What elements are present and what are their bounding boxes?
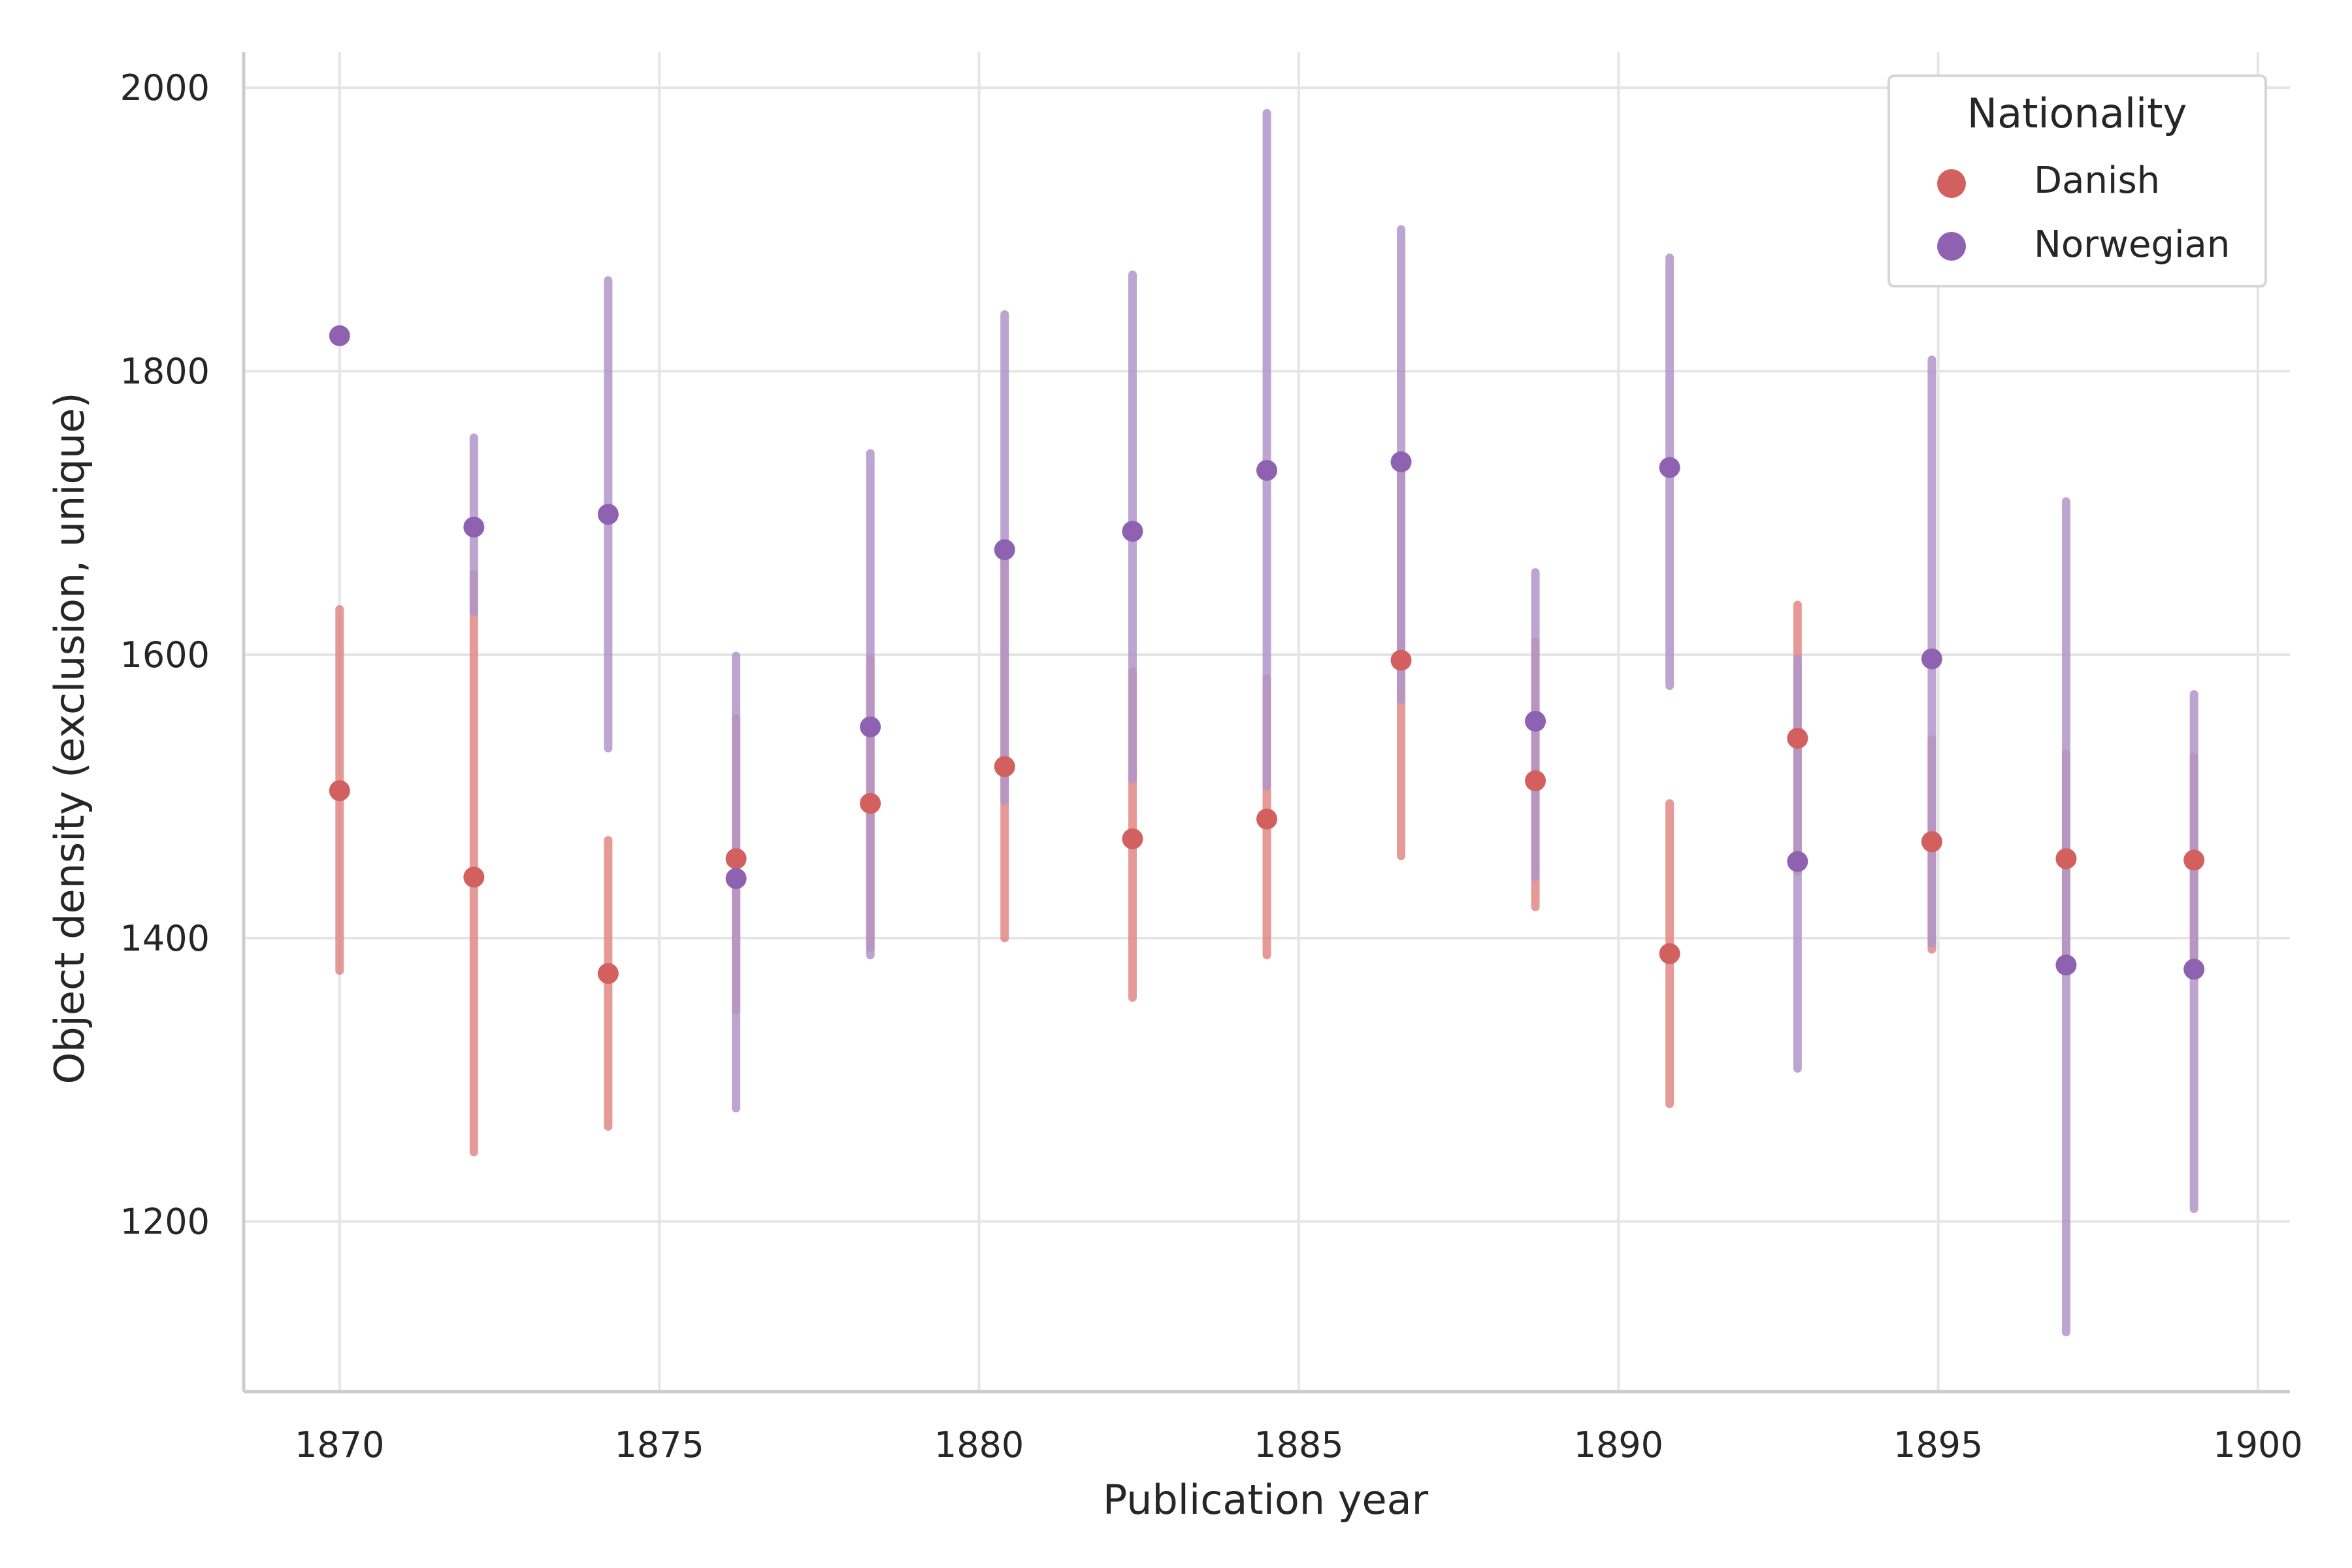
x-tick-label-1870: 1870 — [295, 1424, 384, 1465]
y-tick-label-1600: 1600 — [120, 634, 210, 676]
point-danish-13 — [2055, 848, 2077, 870]
legend-marker-danish — [1937, 169, 1966, 198]
point-norwegian-3 — [725, 868, 747, 889]
x-tick-label-1880: 1880 — [934, 1424, 1024, 1465]
legend-frame — [1887, 74, 2267, 287]
point-norwegian-10 — [1659, 457, 1680, 478]
point-danish-11 — [1787, 727, 1808, 749]
tick-labels: 1870 1875 1880 1885 1890 1895 1900 1200 1400 1600… — [120, 67, 2303, 1465]
point-danish-2 — [597, 963, 619, 985]
axes — [242, 52, 2290, 1394]
point-norwegian-11 — [1787, 851, 1808, 872]
point-danish-8 — [1390, 649, 1412, 671]
point-danish-14 — [2183, 849, 2205, 871]
point-danish-12 — [1921, 831, 1942, 853]
point-norwegian-5 — [994, 539, 1015, 561]
point-danish-1 — [463, 866, 485, 888]
point-norwegian-7 — [1256, 459, 1277, 481]
point-danish-9 — [1525, 770, 1546, 792]
legend-marker-norwegian — [1937, 232, 1966, 261]
legend-label-danish: Danish — [2034, 159, 2160, 202]
y-tick-label-1800: 1800 — [120, 351, 210, 392]
point-danish-0 — [329, 780, 350, 802]
x-tick-label-1890: 1890 — [1574, 1424, 1663, 1465]
point-danish-4 — [860, 792, 881, 814]
point-norwegian-14 — [2183, 958, 2205, 980]
point-danish-6 — [1122, 828, 1143, 849]
y-axis-title: Object density (exclusion, unique) — [46, 392, 93, 1084]
y-tick-label-2000: 2000 — [120, 67, 210, 108]
point-norwegian-1 — [463, 516, 485, 538]
legend-title: Nationality — [1967, 90, 2187, 137]
point-danish-3 — [725, 848, 747, 870]
point-danish-7 — [1256, 808, 1277, 830]
point-norwegian-8 — [1390, 451, 1412, 472]
point-norwegian-6 — [1122, 521, 1143, 542]
x-tick-label-1895: 1895 — [1893, 1424, 1983, 1465]
point-norwegian-13 — [2055, 955, 2077, 976]
legend-label-norwegian: Norwegian — [2034, 223, 2230, 266]
legend: Nationality Danish Norwegian — [1887, 74, 2267, 287]
point-norwegian-4 — [860, 716, 881, 738]
point-norwegian-12 — [1921, 648, 1942, 670]
data-marks — [329, 108, 2205, 1337]
point-norwegian-0 — [329, 325, 350, 346]
point-danish-5 — [994, 756, 1015, 777]
point-norwegian-9 — [1525, 710, 1546, 732]
x-tick-label-1900: 1900 — [2213, 1424, 2302, 1465]
y-tick-label-1400: 1400 — [120, 918, 210, 959]
y-tick-label-1200: 1200 — [120, 1201, 210, 1243]
x-tick-label-1885: 1885 — [1254, 1424, 1343, 1465]
x-tick-label-1875: 1875 — [614, 1424, 704, 1465]
point-norwegian-2 — [597, 504, 619, 525]
x-axis-title: Publication year — [1103, 1476, 1429, 1524]
point-danish-10 — [1659, 943, 1680, 964]
